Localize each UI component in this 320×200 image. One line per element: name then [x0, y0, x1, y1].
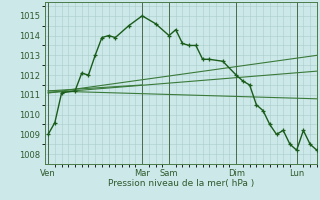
X-axis label: Pression niveau de la mer( hPa ): Pression niveau de la mer( hPa ): [108, 179, 254, 188]
